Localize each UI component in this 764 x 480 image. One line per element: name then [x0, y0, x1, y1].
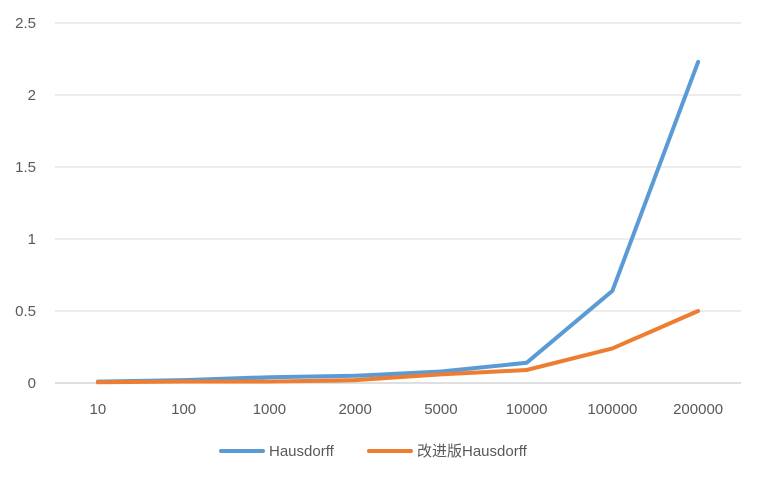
y-tick-label: 1: [28, 231, 36, 248]
series-line-1: [95, 59, 701, 384]
x-tick-label: 10000: [506, 401, 548, 418]
y-tick-label: 0: [28, 375, 36, 392]
legend-label-2: 改进版Hausdorff: [417, 443, 528, 460]
y-tick-label: 2.5: [15, 15, 36, 32]
y-tick-label: 1.5: [15, 159, 36, 176]
y-tick-label: 2: [28, 87, 36, 104]
gridlines: [55, 22, 741, 384]
y-tick-label: 0.5: [15, 303, 36, 320]
legend: Hausdorff 改进版Hausdorff: [219, 443, 528, 460]
x-tick-label: 5000: [424, 401, 457, 418]
x-tick-label: 100: [171, 401, 196, 418]
legend-label-1: Hausdorff: [269, 443, 335, 460]
series-line-2: [95, 309, 701, 385]
x-tick-label: 1000: [253, 401, 286, 418]
x-tick-label: 100000: [587, 401, 637, 418]
x-tick-label: 2000: [338, 401, 371, 418]
series-lines: [95, 59, 701, 385]
x-tick-label: 10: [90, 401, 107, 418]
x-axis-tick-labels: 10 100 1000 2000 5000 10000 100000 200000: [90, 401, 724, 418]
x-tick-label: 200000: [673, 401, 723, 418]
y-axis-tick-labels: 0 0.5 1 1.5 2 2.5: [15, 15, 36, 392]
